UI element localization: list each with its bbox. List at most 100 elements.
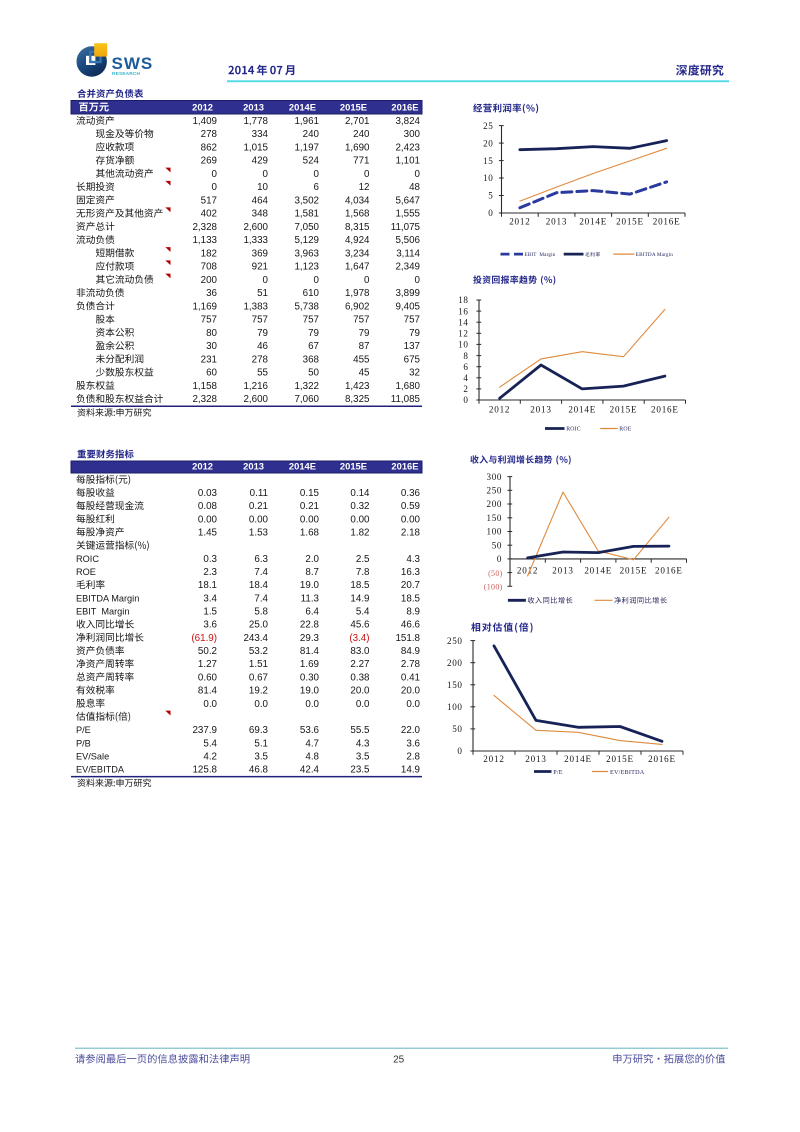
svg-text:EV/EBITDA: EV/EBITDA	[610, 769, 645, 776]
svg-text:ROE: ROE	[619, 427, 631, 433]
svg-text:6: 6	[314, 182, 320, 193]
svg-text:5.4: 5.4	[356, 607, 370, 618]
svg-text:(61.9): (61.9)	[191, 633, 217, 644]
svg-text:2016E: 2016E	[653, 217, 681, 227]
svg-text:1,690: 1,690	[345, 142, 370, 153]
svg-text:10: 10	[483, 173, 493, 183]
svg-text:1,383: 1,383	[243, 301, 268, 312]
svg-text:2012: 2012	[517, 566, 538, 576]
svg-text:2014E: 2014E	[568, 405, 596, 415]
svg-text:0: 0	[457, 746, 462, 756]
svg-text:2.8: 2.8	[406, 751, 420, 762]
svg-text:14: 14	[458, 317, 468, 327]
svg-text:2016E: 2016E	[391, 461, 418, 472]
svg-text:300: 300	[404, 129, 421, 140]
svg-text:2013: 2013	[546, 217, 567, 227]
svg-text:1.53: 1.53	[249, 528, 269, 539]
svg-text:464: 464	[252, 195, 269, 206]
svg-text:25.0: 25.0	[249, 620, 269, 631]
svg-text:2.27: 2.27	[350, 659, 369, 670]
svg-text:0.03: 0.03	[198, 488, 218, 499]
svg-text:2.5: 2.5	[356, 554, 370, 565]
svg-text:0.36: 0.36	[401, 488, 421, 499]
svg-text:1,158: 1,158	[192, 381, 217, 392]
svg-text:1,197: 1,197	[294, 142, 319, 153]
svg-text:0.15: 0.15	[300, 488, 320, 499]
svg-text:15: 15	[483, 156, 493, 166]
svg-text:757: 757	[353, 315, 369, 326]
svg-text:0.00: 0.00	[198, 514, 218, 525]
svg-text:0.00: 0.00	[300, 514, 320, 525]
svg-text:8: 8	[463, 351, 468, 361]
svg-text:2016E: 2016E	[391, 102, 418, 113]
svg-text:0.21: 0.21	[300, 501, 319, 512]
svg-text:1,778: 1,778	[243, 116, 268, 127]
svg-text:60: 60	[206, 368, 217, 379]
svg-text:2016E: 2016E	[655, 566, 683, 576]
svg-text:79: 79	[308, 328, 319, 339]
svg-text:18.5: 18.5	[401, 593, 421, 604]
svg-text:9,405: 9,405	[395, 301, 420, 312]
svg-text:1,423: 1,423	[345, 381, 370, 392]
svg-text:81.4: 81.4	[198, 686, 218, 697]
svg-text:2,423: 2,423	[395, 142, 420, 153]
svg-text:2.0: 2.0	[305, 554, 319, 565]
svg-text:67: 67	[308, 341, 319, 352]
svg-text:2013: 2013	[243, 102, 264, 113]
svg-text:137: 137	[404, 341, 420, 352]
svg-text:4.2: 4.2	[203, 751, 217, 762]
svg-text:1,216: 1,216	[243, 381, 268, 392]
svg-text:0.0: 0.0	[254, 699, 268, 710]
svg-text:348: 348	[252, 209, 269, 220]
svg-text:P/B: P/B	[76, 738, 91, 748]
svg-text:1.45: 1.45	[198, 528, 218, 539]
svg-text:1.27: 1.27	[198, 659, 217, 670]
svg-text:1,322: 1,322	[294, 381, 319, 392]
svg-text:250: 250	[487, 486, 502, 496]
svg-text:2.78: 2.78	[401, 659, 421, 670]
svg-text:3.5: 3.5	[254, 751, 268, 762]
svg-text:25: 25	[393, 1055, 405, 1066]
svg-text:8.7: 8.7	[305, 567, 319, 578]
svg-text:11.3: 11.3	[301, 593, 320, 604]
svg-text:36: 36	[206, 288, 217, 299]
svg-text:862: 862	[201, 142, 217, 153]
svg-text:(3.4): (3.4)	[349, 633, 369, 644]
svg-text:5.8: 5.8	[254, 607, 268, 618]
svg-text:250: 250	[447, 636, 462, 646]
svg-text:0.0: 0.0	[203, 699, 217, 710]
svg-text:7.4: 7.4	[254, 567, 268, 578]
svg-text:269: 269	[201, 156, 217, 167]
svg-text:300: 300	[487, 472, 502, 482]
svg-text:2012: 2012	[192, 102, 213, 113]
svg-text:53.2: 53.2	[249, 646, 268, 657]
svg-text:ROIC: ROIC	[566, 427, 581, 433]
svg-text:51: 51	[257, 288, 268, 299]
svg-text:50: 50	[308, 368, 319, 379]
svg-text:1,101: 1,101	[395, 156, 420, 167]
svg-text:1,647: 1,647	[345, 262, 370, 273]
svg-text:19.0: 19.0	[300, 580, 320, 591]
svg-text:125.8: 125.8	[192, 765, 217, 776]
svg-text:334: 334	[252, 129, 269, 140]
svg-text:83.0: 83.0	[350, 646, 370, 657]
svg-text:2: 2	[463, 384, 468, 394]
svg-text:5,738: 5,738	[294, 301, 319, 312]
svg-text:11,075: 11,075	[391, 222, 421, 233]
svg-text:4.8: 4.8	[305, 751, 319, 762]
svg-text:5.1: 5.1	[254, 738, 268, 749]
svg-text:0.32: 0.32	[350, 501, 369, 512]
svg-text:1,169: 1,169	[192, 301, 217, 312]
svg-text:200: 200	[447, 658, 462, 668]
svg-text:0.59: 0.59	[401, 501, 420, 512]
svg-text:524: 524	[303, 156, 320, 167]
svg-text:EV/Sale: EV/Sale	[76, 751, 109, 761]
svg-text:2014E: 2014E	[564, 754, 592, 764]
svg-text:20.7: 20.7	[401, 580, 420, 591]
svg-text:2012: 2012	[483, 754, 504, 764]
svg-text:18.4: 18.4	[249, 580, 269, 591]
svg-text:2014E: 2014E	[289, 102, 316, 113]
svg-text:1.82: 1.82	[350, 528, 369, 539]
svg-text:0: 0	[488, 208, 493, 218]
svg-text:0.14: 0.14	[350, 488, 370, 499]
